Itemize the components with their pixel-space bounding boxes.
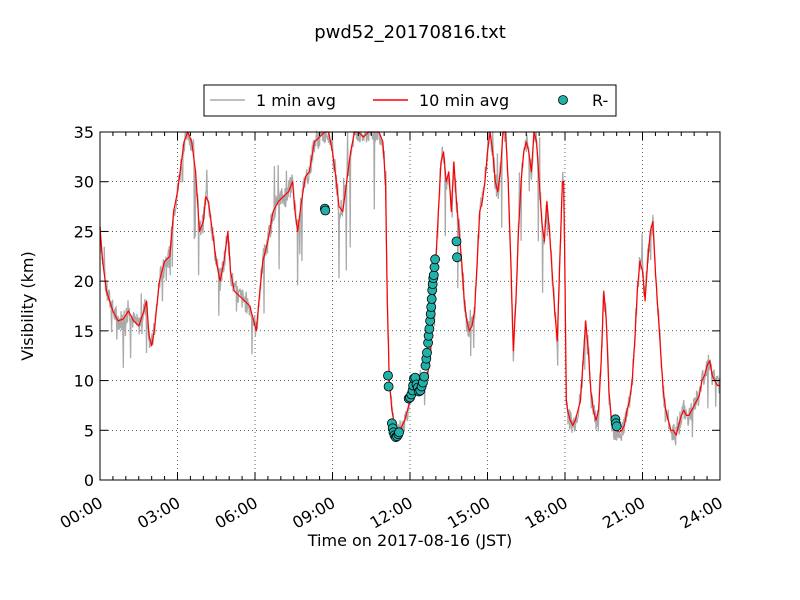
y-tick-label: 25 [74,222,94,241]
legend-10min-label: 10 min avg [419,91,509,110]
r-minus-point [394,427,405,438]
r-minus-point [426,294,437,304]
legend-1min-label: 1 min avg [256,91,336,110]
r-minus-point [452,252,462,263]
line-10min-avg [99,131,720,436]
y-tick-label: 0 [84,471,94,490]
y-tick-label: 10 [74,372,94,391]
r-minus-point [611,421,622,432]
axis-ticks [99,131,721,481]
x-axis-label: Time on 2017-08-16 (JST) [307,531,512,550]
r-minus-point [430,254,441,265]
y-tick-label: 5 [84,421,94,440]
r-minus-point [422,347,432,358]
r-minus-point [320,205,331,216]
legend: 1 min avg 10 min avg R- [203,84,617,117]
y-tick-label: 35 [74,123,94,142]
legend-r-label: R- [592,91,608,110]
y-axis-label: Visibility (km) [18,251,37,360]
y-tick-label: 30 [74,173,94,192]
series-r-minus [319,203,622,443]
y-tick-labels: 0 5 10 15 20 25 30 35 [74,123,94,490]
r-minus-point [428,270,439,281]
legend-r-marker [558,95,568,105]
r-minus-point [383,381,394,392]
y-tick-label: 20 [74,272,94,291]
legend-box [203,84,617,117]
r-minus-point [419,371,430,382]
r-minus-point [383,370,393,381]
chart-title: pwd52_20170816.txt [314,22,506,43]
y-tick-label: 15 [74,322,94,341]
r-minus-point [451,236,462,247]
series-10min-avg [99,131,720,436]
r-minus-point [424,323,435,334]
